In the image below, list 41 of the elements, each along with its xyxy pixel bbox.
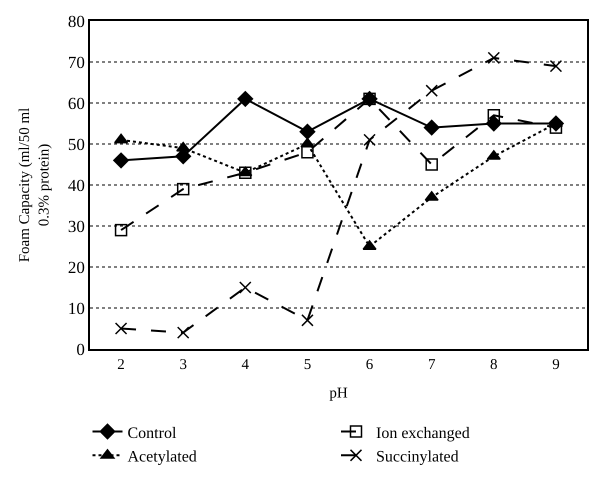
x-tick-label: 5: [304, 356, 312, 373]
point: [113, 152, 129, 168]
x-tick-label: 8: [490, 356, 498, 373]
point: [550, 60, 562, 72]
point: [114, 224, 128, 236]
point: [176, 182, 190, 196]
legend-label: Control: [128, 424, 177, 442]
x-tick-label: 9: [552, 356, 560, 373]
x-tick-label: 2: [117, 356, 125, 373]
y-tick-label: 80: [68, 12, 85, 31]
y-tick-label: 40: [68, 176, 85, 195]
point: [425, 84, 438, 97]
point: [300, 124, 316, 140]
point: [488, 109, 500, 122]
point: [176, 142, 190, 152]
point: [239, 166, 252, 179]
point: [239, 281, 252, 294]
point: [237, 91, 254, 107]
point: [301, 314, 314, 327]
y-axis-title: Foam Capacity (ml/50 ml 0.3% protein): [17, 108, 53, 262]
y-tick-label: 0: [76, 340, 85, 359]
y-tick-label: 60: [68, 94, 85, 113]
y-tick-label: 70: [68, 52, 85, 72]
x-tick-label: 4: [242, 356, 250, 373]
y-tick-label: 20: [68, 258, 85, 277]
point: [176, 326, 190, 339]
y-tick-label: 50: [68, 134, 85, 154]
y-tick-label: 30: [68, 216, 85, 236]
point: [425, 158, 438, 171]
legend-label: Ion exchanged: [376, 424, 470, 442]
x-tick-label: 3: [179, 356, 187, 373]
x-tick-label: 6: [366, 356, 374, 373]
x-tick-label: 7: [428, 356, 436, 373]
point: [114, 322, 128, 335]
x-axis-title: pH: [329, 385, 348, 402]
legend-label: Succinylated: [376, 448, 459, 466]
point: [488, 52, 500, 64]
point: [238, 166, 252, 176]
y-tick-label: 10: [68, 298, 85, 318]
point: [424, 120, 440, 136]
legend-label: Acetylated: [128, 448, 197, 466]
